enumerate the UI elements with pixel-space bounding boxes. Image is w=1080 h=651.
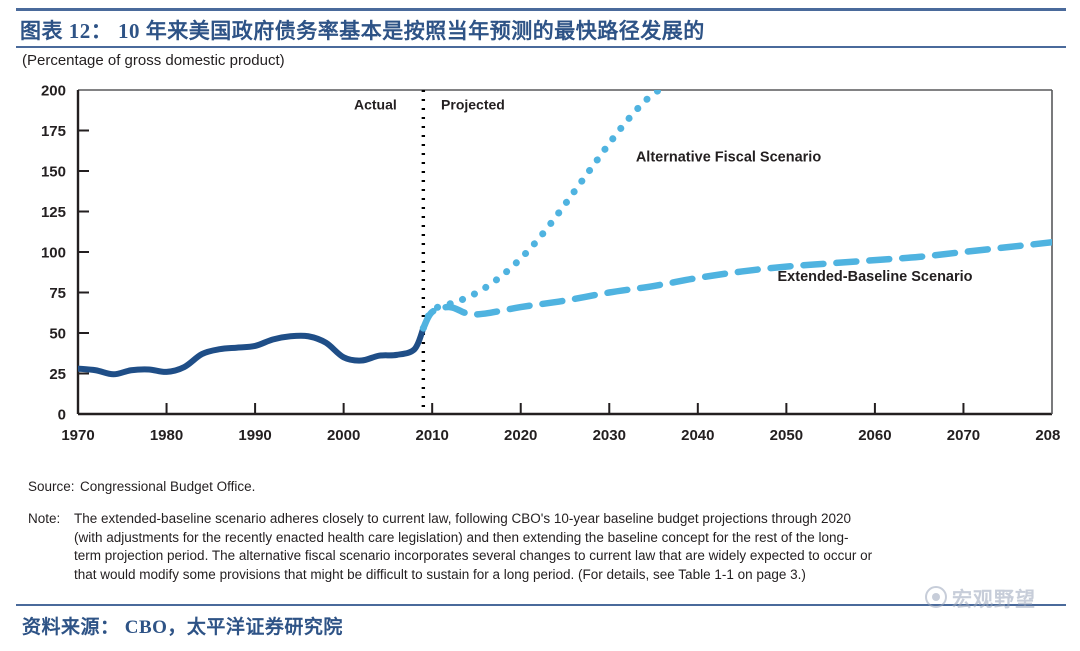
watermark-logo-icon — [925, 586, 947, 608]
y-axis-ticks: 0 25 50 75 100 125 150 175 200 — [41, 84, 89, 424]
annotation-extended-baseline-scenario: Extended-Baseline Scenario — [778, 269, 973, 285]
y-tick-75: 75 — [49, 285, 66, 302]
watermark: 宏观野望 — [925, 580, 1075, 614]
note-line-1: The extended-baseline scenario adheres c… — [74, 511, 852, 526]
chart-series-group — [78, 90, 1052, 378]
annotation-projected: Projected — [441, 96, 505, 112]
footer-rule — [16, 604, 1066, 606]
chart-subtitle: (Percentage of gross domestic product) — [22, 52, 285, 69]
x-tick-2000: 2000 — [327, 427, 360, 444]
x-tick-1970: 1970 — [61, 427, 94, 444]
x-tick-2060: 2060 — [858, 427, 891, 444]
header-rule-top — [16, 8, 1066, 11]
note-line-2: (with adjustments for the recently enact… — [74, 529, 849, 545]
source-label: Source: — [28, 479, 75, 494]
plot-frame — [76, 89, 1053, 416]
x-tick-2050: 2050 — [770, 427, 803, 444]
y-tick-25: 25 — [49, 366, 66, 383]
page-title: 图表 12： 10 年来美国政府债务率基本是按照当年预测的最快路径发展的 — [20, 19, 705, 43]
y-tick-100: 100 — [41, 245, 66, 262]
series-actual — [78, 325, 427, 378]
x-tick-2080: 2080 — [1035, 427, 1060, 444]
x-axis-ticks: 1970 1980 1990 2000 2010 2020 2030 2040 2050 2060… — [61, 403, 1060, 444]
source-chinese: 资料来源： CBO，太平洋证券研究院 — [22, 617, 343, 638]
y-tick-0: 0 — [58, 407, 66, 424]
source-value: Congressional Budget Office. — [80, 479, 256, 494]
x-tick-2040: 2040 — [681, 427, 714, 444]
chart-annotations: Actual Projected Alternative Fiscal Scenar… — [354, 96, 973, 285]
x-tick-2010: 2010 — [415, 427, 448, 444]
series-alternative-fiscal-scenario — [419, 90, 663, 332]
annotation-alternative-fiscal-scenario: Alternative Fiscal Scenario — [636, 149, 821, 165]
debt-projection-line-chart: 0 25 50 75 100 125 150 175 200 1970 1980 1990 2000 2… — [41, 84, 1060, 444]
annotation-actual: Actual — [354, 96, 397, 112]
y-tick-175: 175 — [41, 123, 66, 140]
y-tick-150: 150 — [41, 164, 66, 181]
source-row: Source: Congressional Budget Office. — [28, 478, 928, 497]
note-body: The extended-baseline scenario adheres c… — [74, 510, 1058, 584]
header-rule-bottom — [16, 46, 1066, 48]
note-line-4: that would modify some provisions that m… — [74, 566, 806, 582]
x-tick-1980: 1980 — [150, 427, 183, 444]
y-tick-50: 50 — [49, 326, 66, 343]
watermark-label: 宏观野望 — [952, 588, 1036, 611]
series-extended-baseline-scenario — [420, 239, 1052, 332]
note-label: Note: — [28, 511, 61, 526]
x-tick-2070: 2070 — [947, 427, 980, 444]
note-line-3: term projection period. The alternative … — [74, 548, 873, 563]
y-tick-200: 200 — [41, 84, 66, 100]
chart-container: 0 25 50 75 100 125 150 175 200 1970 1980 1990 2000 2… — [20, 84, 1060, 464]
x-tick-1990: 1990 — [238, 427, 271, 444]
y-tick-125: 125 — [41, 204, 66, 221]
note-row: Note: The extended-baseline scenario adh… — [28, 510, 1058, 584]
x-tick-2020: 2020 — [504, 427, 537, 444]
x-tick-2030: 2030 — [593, 427, 626, 444]
